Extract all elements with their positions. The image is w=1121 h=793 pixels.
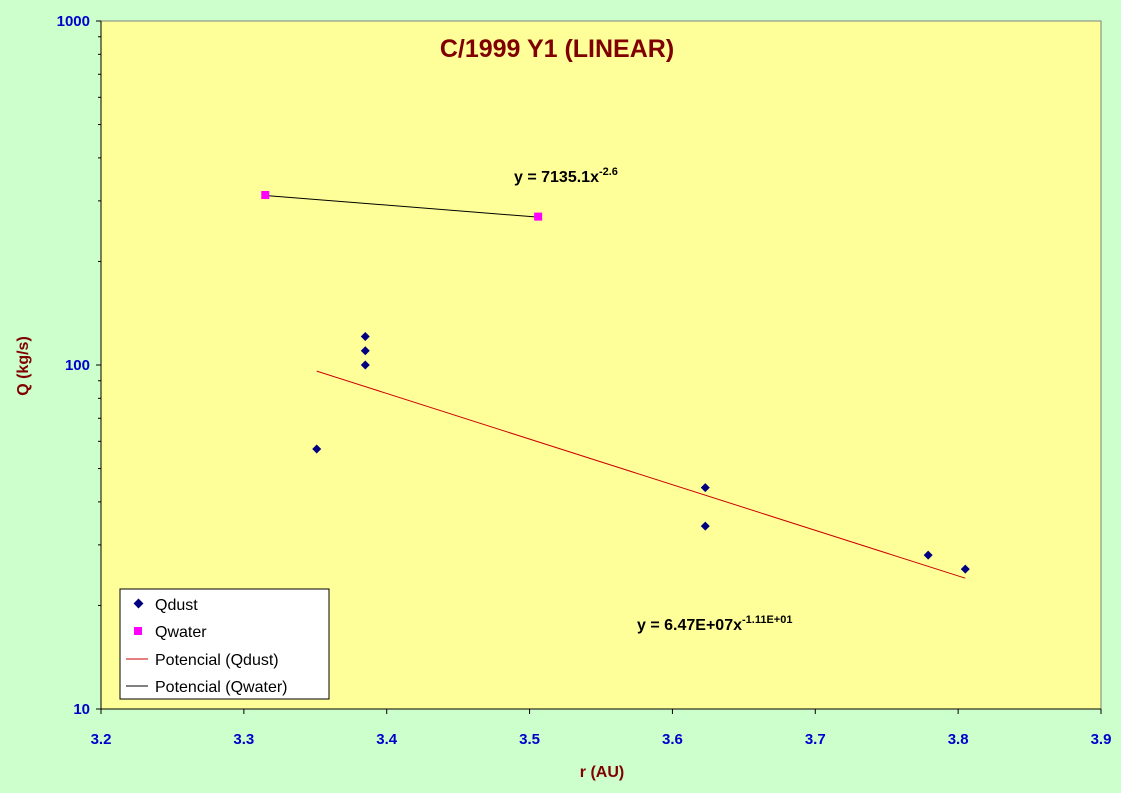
equation-qdust-main: y = 6.47E+07x <box>637 617 742 634</box>
y-tick-label: 100 <box>65 357 90 374</box>
x-axis-title: r (AU) <box>580 764 624 781</box>
y-axis-title: Q (kg/s) <box>15 336 32 396</box>
qwater-point <box>534 212 543 221</box>
y-tick-label: 1000 <box>57 13 90 30</box>
trendline-qwater <box>265 194 539 218</box>
y-axis: 10 100 1000 <box>57 13 102 718</box>
legend-item-potencial-qwater: Potencial (Qwater) <box>155 679 288 696</box>
qdust-point <box>360 360 370 370</box>
x-tick-label: 3.8 <box>948 731 969 748</box>
equation-qdust: y = 6.47E+07x-1.11E+01 <box>637 614 792 634</box>
legend-box <box>119 588 330 700</box>
equation-qdust-exponent: -1.11E+01 <box>742 614 792 626</box>
qdust-point <box>360 332 370 342</box>
equation-qwater-main: y = 7135.1x <box>514 169 599 186</box>
x-tick-label: 3.7 <box>805 731 826 748</box>
qdust-point <box>923 550 933 560</box>
qdust-point <box>700 483 710 493</box>
legend-item-potencial-qdust: Potencial (Qdust) <box>155 652 279 669</box>
legend-item-qwater: Qwater <box>155 624 207 641</box>
x-tick-label: 3.3 <box>233 731 254 748</box>
legend: Qdust Qwater Potencial (Qdust) Potencial… <box>119 588 330 700</box>
x-tick-label: 3.2 <box>91 731 112 748</box>
legend-item-qdust: Qdust <box>155 597 198 614</box>
qwater-point <box>261 191 270 200</box>
y-tick-label: 10 <box>73 701 90 718</box>
legend-diamond-marker <box>133 598 144 609</box>
qdust-point <box>360 346 370 356</box>
x-tick-label: 3.5 <box>519 731 540 748</box>
equation-qwater-exponent: -2.6 <box>599 166 618 178</box>
qdust-point <box>960 564 970 574</box>
x-tick-label: 3.9 <box>1091 731 1112 748</box>
trendline-qdust <box>316 370 966 579</box>
trendlines <box>265 194 966 579</box>
equation-qwater: y = 7135.1x-2.6 <box>514 166 618 186</box>
legend-square-marker <box>134 627 142 635</box>
x-tick-label: 3.6 <box>662 731 683 748</box>
qdust-point <box>700 521 710 531</box>
x-axis: 3.2 3.3 3.4 3.5 3.6 3.7 3.8 3.9 <box>91 708 1112 748</box>
chart-title: C/1999 Y1 (LINEAR) <box>440 35 674 63</box>
qdust-point <box>312 444 322 454</box>
x-tick-label: 3.4 <box>376 731 398 748</box>
data-points <box>261 191 970 574</box>
